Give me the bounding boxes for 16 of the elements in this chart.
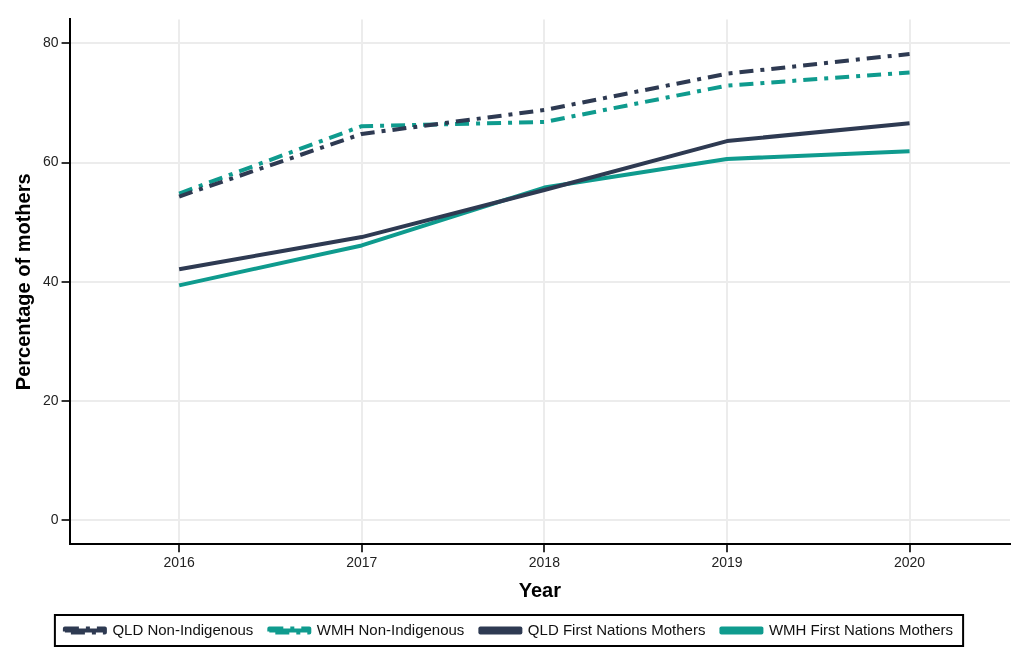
- y-tick-label: 40: [42, 272, 59, 289]
- legend-label: QLD First Nations Mothers: [527, 620, 706, 638]
- x-axis-title: Year: [518, 578, 562, 601]
- x-tick-label: 2019: [711, 554, 743, 571]
- y-tick-label: 80: [42, 34, 59, 51]
- legend-label: WMH Non-Indigenous: [316, 620, 465, 638]
- y-tick-label: 0: [50, 511, 59, 528]
- legend-label: WMH First Nations Mothers: [768, 620, 954, 638]
- legend-label: QLD Non-Indigenous: [112, 620, 254, 638]
- x-tick-label: 2017: [346, 554, 378, 571]
- x-tick-label: 2016: [163, 554, 195, 571]
- x-tick-label: 2018: [528, 554, 561, 571]
- y-tick-label: 60: [42, 153, 59, 170]
- y-tick-label: 20: [42, 391, 59, 408]
- y-axis-title: Percentage of mothers: [11, 173, 34, 391]
- x-tick-label: 2020: [893, 554, 926, 571]
